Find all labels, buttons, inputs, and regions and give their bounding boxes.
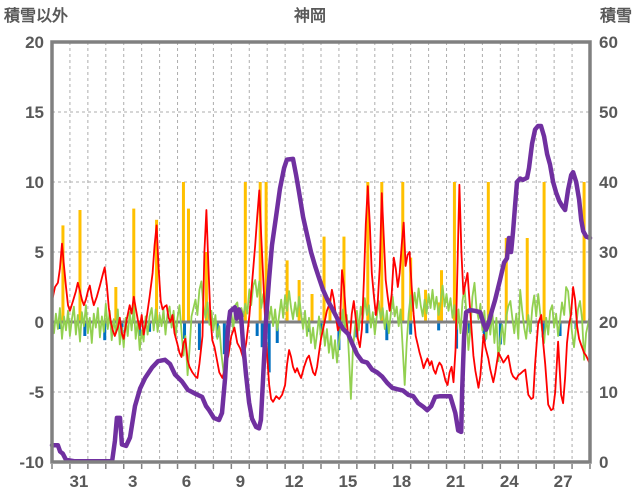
orange-bars-bar: [409, 257, 413, 322]
frame-layer: [50, 40, 592, 469]
right-axis-tick-label: 10: [599, 383, 618, 402]
left-axis-tick-label: 15: [25, 103, 44, 122]
x-axis-tick-label: 21: [446, 472, 465, 491]
orange-bars-bar: [132, 208, 136, 322]
orange-bars-bar: [401, 182, 405, 322]
left-axis-tick-label: 0: [35, 313, 44, 332]
blue-bars-bar: [148, 322, 152, 332]
blue-bars-bar: [222, 322, 226, 355]
orange-bars-bar: [366, 182, 370, 322]
plot-border: [50, 40, 592, 464]
left-axis-tick-label: -10: [19, 453, 44, 472]
orange-bars-bar: [186, 208, 190, 322]
x-axis-tick-label: 27: [554, 472, 573, 491]
left-axis-tick-label: 10: [25, 173, 44, 192]
blue-bars-bar: [275, 322, 279, 343]
green-line-polyline: [51, 279, 591, 400]
left-axis-tick-label: 20: [25, 33, 44, 52]
blue-bars-bar: [260, 322, 264, 348]
orange-bars-bar: [181, 182, 185, 322]
orange-bars-bar: [486, 182, 490, 322]
left-axis-tick-label: -5: [29, 383, 44, 402]
orange-bars-bar: [78, 210, 82, 322]
left-axis-tick-label: 5: [35, 243, 44, 262]
right-axis-tick-label: 60: [599, 33, 618, 52]
blue-bars-bar: [255, 322, 259, 336]
orange-bars-bar: [285, 260, 289, 322]
lines-layer: [49, 123, 593, 464]
right-axis-title: 積雪: [599, 6, 632, 25]
orange-bars-bar: [264, 182, 268, 322]
blue-bars-bar: [482, 322, 486, 342]
x-axis-tick-label: 24: [500, 472, 519, 491]
orange-bars-bar: [310, 294, 314, 322]
blue-bars-bar: [385, 322, 389, 341]
orange-bars-bar: [542, 182, 546, 322]
x-axis-tick-label: 12: [285, 472, 304, 491]
chart-title: 神岡: [294, 6, 326, 25]
x-axis-tick-label: 3: [128, 472, 137, 491]
blue-bars-bar: [183, 322, 187, 339]
right-axis-tick-label: 20: [599, 313, 618, 332]
blue-bars-bar: [319, 322, 323, 335]
x-axis-tick-label: 6: [182, 472, 191, 491]
orange-bars-bar: [582, 182, 586, 322]
right-axis-tick-label: 50: [599, 103, 618, 122]
blue-bars-bar: [541, 322, 545, 338]
orange-bars-bar: [380, 182, 384, 322]
right-axis-tick-label: 30: [599, 243, 618, 262]
right-axis-tick-label: 0: [599, 453, 608, 472]
x-axis-tick-label: 9: [236, 472, 245, 491]
x-axis-tick-label: 31: [69, 472, 88, 491]
snow-depth-purple-polyline: [49, 123, 593, 464]
blue-bars-bar: [365, 322, 369, 334]
blue-bars-bar: [58, 322, 62, 329]
blue-bars-bar: [267, 322, 271, 373]
orange-bars-bar: [243, 182, 247, 322]
orange-bars-bar: [452, 182, 456, 322]
blue-bars-bar: [83, 322, 87, 336]
red-line-polyline: [51, 183, 591, 412]
orange-bars-bar: [114, 287, 118, 322]
blue-bars-bar: [558, 322, 562, 336]
orange-bars-bar: [322, 236, 326, 322]
blue-bars-bar: [409, 322, 413, 335]
x-axis-tick-label: 15: [338, 472, 357, 491]
right-axis-tick-label: 40: [599, 173, 618, 192]
blue-bars-bar: [437, 322, 441, 331]
blue-bars-bar: [466, 322, 470, 334]
orange-bars-bar: [525, 238, 529, 322]
orange-bars-bar: [504, 238, 508, 322]
orange-bars-bar: [258, 182, 262, 322]
blue-bars-bar: [197, 322, 201, 350]
orange-bars-bar: [155, 219, 159, 322]
orange-bars-bar: [204, 252, 208, 322]
orange-bars-bar: [61, 225, 65, 322]
orange-bars-bar: [328, 298, 332, 322]
left-axis-title: 積雪以外: [3, 6, 68, 25]
x-axis-tick-label: 18: [392, 472, 411, 491]
